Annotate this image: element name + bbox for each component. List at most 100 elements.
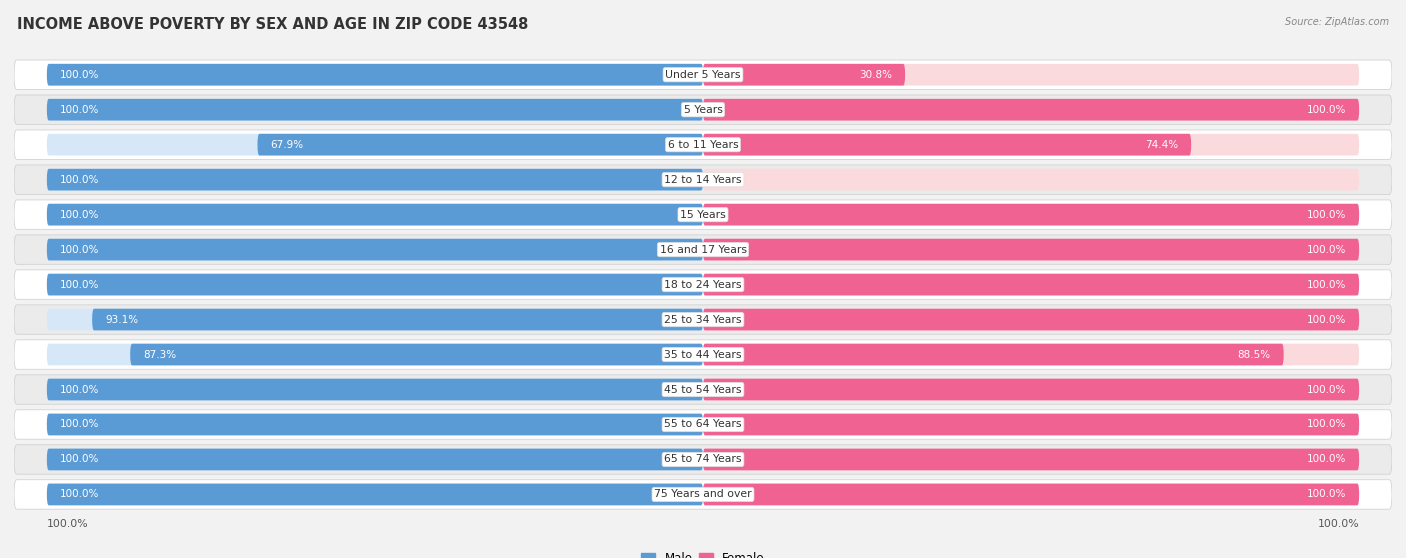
Text: 100.0%: 100.0% <box>1306 315 1346 325</box>
Legend: Male, Female: Male, Female <box>637 547 769 558</box>
Text: 100.0%: 100.0% <box>60 210 100 220</box>
FancyBboxPatch shape <box>46 413 703 435</box>
FancyBboxPatch shape <box>46 379 703 400</box>
FancyBboxPatch shape <box>14 340 1392 369</box>
FancyBboxPatch shape <box>703 99 1360 121</box>
FancyBboxPatch shape <box>703 379 1360 400</box>
Text: 88.5%: 88.5% <box>1237 349 1271 359</box>
FancyBboxPatch shape <box>46 484 703 506</box>
Text: 100.0%: 100.0% <box>1306 280 1346 290</box>
Text: 100.0%: 100.0% <box>1306 105 1346 115</box>
FancyBboxPatch shape <box>703 134 1360 156</box>
Text: 25 to 34 Years: 25 to 34 Years <box>664 315 742 325</box>
Text: 100.0%: 100.0% <box>1306 454 1346 464</box>
FancyBboxPatch shape <box>46 449 703 470</box>
Text: 15 Years: 15 Years <box>681 210 725 220</box>
Text: 18 to 24 Years: 18 to 24 Years <box>664 280 742 290</box>
FancyBboxPatch shape <box>703 344 1360 365</box>
FancyBboxPatch shape <box>703 239 1360 261</box>
FancyBboxPatch shape <box>14 480 1392 509</box>
FancyBboxPatch shape <box>14 165 1392 194</box>
FancyBboxPatch shape <box>703 379 1360 400</box>
Text: Under 5 Years: Under 5 Years <box>665 70 741 80</box>
Text: 74.4%: 74.4% <box>1144 140 1178 150</box>
FancyBboxPatch shape <box>46 204 703 225</box>
FancyBboxPatch shape <box>46 239 703 261</box>
Text: 12 to 14 Years: 12 to 14 Years <box>664 175 742 185</box>
FancyBboxPatch shape <box>46 99 703 121</box>
Text: 100.0%: 100.0% <box>1306 420 1346 430</box>
FancyBboxPatch shape <box>703 239 1360 261</box>
FancyBboxPatch shape <box>703 309 1360 330</box>
FancyBboxPatch shape <box>14 130 1392 160</box>
Text: 100.0%: 100.0% <box>60 489 100 499</box>
Text: 100.0%: 100.0% <box>60 280 100 290</box>
Text: 45 to 54 Years: 45 to 54 Years <box>664 384 742 395</box>
FancyBboxPatch shape <box>703 449 1360 470</box>
Text: 100.0%: 100.0% <box>60 244 100 254</box>
FancyBboxPatch shape <box>46 344 703 365</box>
Text: 16 and 17 Years: 16 and 17 Years <box>659 244 747 254</box>
FancyBboxPatch shape <box>46 449 703 470</box>
FancyBboxPatch shape <box>703 449 1360 470</box>
FancyBboxPatch shape <box>703 484 1360 506</box>
FancyBboxPatch shape <box>46 64 703 85</box>
FancyBboxPatch shape <box>703 274 1360 295</box>
FancyBboxPatch shape <box>131 344 703 365</box>
FancyBboxPatch shape <box>703 204 1360 225</box>
Text: 55 to 64 Years: 55 to 64 Years <box>664 420 742 430</box>
FancyBboxPatch shape <box>46 379 703 400</box>
Text: 100.0%: 100.0% <box>46 519 89 529</box>
FancyBboxPatch shape <box>14 445 1392 474</box>
FancyBboxPatch shape <box>257 134 703 156</box>
FancyBboxPatch shape <box>703 413 1360 435</box>
Text: 100.0%: 100.0% <box>1317 519 1360 529</box>
Text: INCOME ABOVE POVERTY BY SEX AND AGE IN ZIP CODE 43548: INCOME ABOVE POVERTY BY SEX AND AGE IN Z… <box>17 17 529 32</box>
FancyBboxPatch shape <box>703 64 1360 85</box>
Text: 100.0%: 100.0% <box>60 420 100 430</box>
Text: 100.0%: 100.0% <box>60 454 100 464</box>
Text: 100.0%: 100.0% <box>1306 384 1346 395</box>
FancyBboxPatch shape <box>46 484 703 506</box>
FancyBboxPatch shape <box>46 309 703 330</box>
Text: 67.9%: 67.9% <box>270 140 304 150</box>
Text: 100.0%: 100.0% <box>1306 489 1346 499</box>
Text: 6 to 11 Years: 6 to 11 Years <box>668 140 738 150</box>
FancyBboxPatch shape <box>703 204 1360 225</box>
FancyBboxPatch shape <box>46 204 703 225</box>
FancyBboxPatch shape <box>14 60 1392 89</box>
Text: 100.0%: 100.0% <box>60 70 100 80</box>
FancyBboxPatch shape <box>14 375 1392 404</box>
FancyBboxPatch shape <box>703 169 1360 190</box>
FancyBboxPatch shape <box>14 410 1392 439</box>
Text: 30.8%: 30.8% <box>859 70 891 80</box>
FancyBboxPatch shape <box>46 64 703 85</box>
FancyBboxPatch shape <box>93 309 703 330</box>
Text: 5 Years: 5 Years <box>683 105 723 115</box>
FancyBboxPatch shape <box>46 99 703 121</box>
Text: 87.3%: 87.3% <box>143 349 176 359</box>
FancyBboxPatch shape <box>14 305 1392 334</box>
Text: 100.0%: 100.0% <box>60 175 100 185</box>
FancyBboxPatch shape <box>703 309 1360 330</box>
FancyBboxPatch shape <box>46 239 703 261</box>
Text: 100.0%: 100.0% <box>1306 244 1346 254</box>
FancyBboxPatch shape <box>14 200 1392 229</box>
FancyBboxPatch shape <box>703 274 1360 295</box>
FancyBboxPatch shape <box>703 134 1191 156</box>
FancyBboxPatch shape <box>703 484 1360 506</box>
Text: 100.0%: 100.0% <box>60 384 100 395</box>
Text: 75 Years and over: 75 Years and over <box>654 489 752 499</box>
Text: 93.1%: 93.1% <box>105 315 138 325</box>
FancyBboxPatch shape <box>703 413 1360 435</box>
FancyBboxPatch shape <box>703 344 1284 365</box>
FancyBboxPatch shape <box>46 169 703 190</box>
FancyBboxPatch shape <box>703 99 1360 121</box>
FancyBboxPatch shape <box>46 413 703 435</box>
FancyBboxPatch shape <box>14 235 1392 264</box>
FancyBboxPatch shape <box>46 169 703 190</box>
FancyBboxPatch shape <box>14 270 1392 299</box>
Text: 100.0%: 100.0% <box>1306 210 1346 220</box>
FancyBboxPatch shape <box>703 64 905 85</box>
FancyBboxPatch shape <box>46 274 703 295</box>
